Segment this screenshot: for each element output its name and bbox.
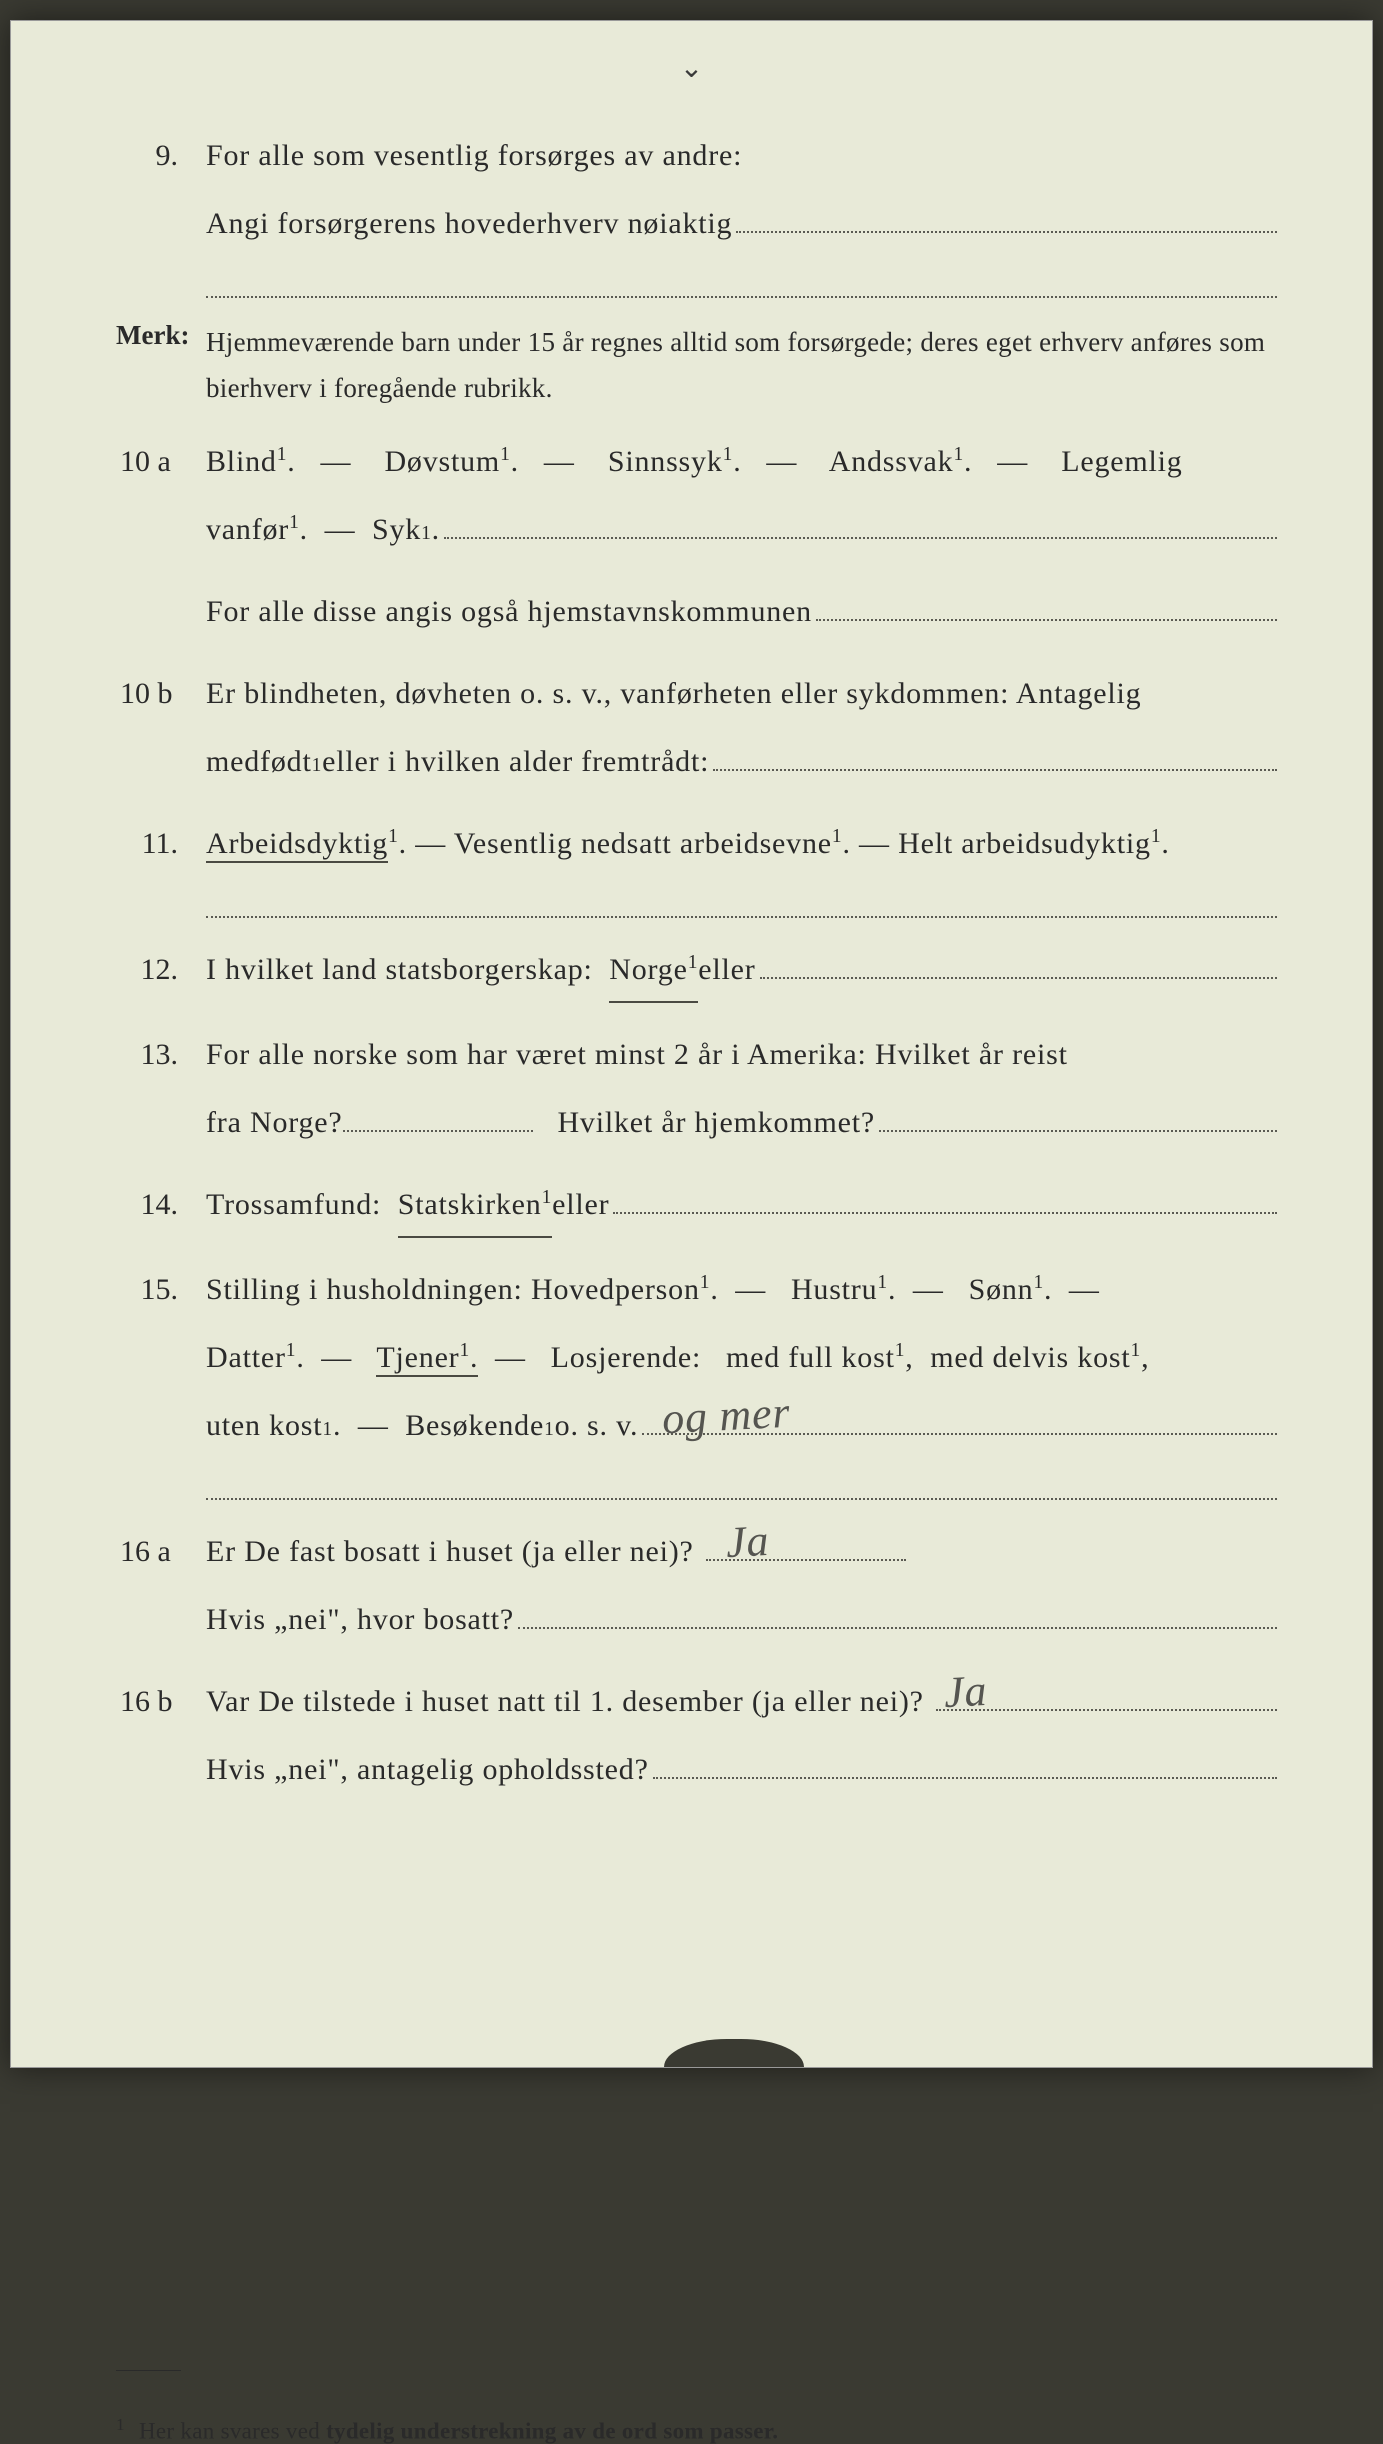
q9-blank bbox=[736, 200, 1277, 233]
question-10a-line2: vanfør1. — Syk1. bbox=[116, 500, 1277, 560]
q10a-line3-prefix: For alle disse angis også hjemstavnskomm… bbox=[206, 582, 812, 642]
question-9: 9. For alle som vesentlig forsørges av a… bbox=[116, 126, 1277, 186]
q9-line2-prefix: Angi forsørgerens hovederhverv nøiaktig bbox=[206, 194, 732, 254]
q11-number: 11. bbox=[116, 815, 206, 872]
footnote-rule bbox=[116, 2370, 181, 2371]
q14-number: 14. bbox=[116, 1176, 206, 1233]
q15-handwritten: og mer bbox=[660, 1368, 793, 1463]
question-16a-sub: Hvis „nei", hvor bosatt? bbox=[116, 1590, 1277, 1650]
question-10a-line3: For alle disse angis også hjemstavnskomm… bbox=[116, 582, 1277, 642]
question-10b: 10 b Er blindheten, døvheten o. s. v., v… bbox=[116, 664, 1277, 724]
q10b-blank bbox=[713, 738, 1277, 771]
q13-blank1 bbox=[343, 1130, 533, 1132]
q16b-sub-blank bbox=[653, 1746, 1277, 1779]
document-page: ⌄ 9. For alle som vesentlig forsørges av… bbox=[10, 20, 1373, 2068]
question-15-line3: uten kost1. — Besøkende1 o. s. v. og mer bbox=[116, 1396, 1277, 1456]
q11-opt1-selected: Arbeidsdyktig bbox=[206, 827, 388, 863]
merk-label: Merk: bbox=[116, 320, 206, 351]
question-13: 13. For alle norske som har været minst … bbox=[116, 1025, 1277, 1085]
question-14: 14. Trossamfund: Statskirken1 eller bbox=[116, 1175, 1277, 1238]
question-16b-sub: Hvis „nei", antagelig opholdssted? bbox=[116, 1740, 1277, 1800]
top-staple-mark: ⌄ bbox=[680, 51, 703, 85]
q10b-number: 10 b bbox=[116, 665, 206, 722]
q9-blank-line bbox=[206, 270, 1277, 298]
page-torn-edge bbox=[664, 2039, 804, 2067]
question-10b-line2: medfødt1 eller i hvilken alder fremtrådt… bbox=[116, 732, 1277, 792]
q16b-answer: Ja bbox=[942, 1647, 990, 1737]
q10b-line1: Er blindheten, døvheten o. s. v., vanfør… bbox=[206, 664, 1277, 724]
merk-note: Merk: Hjemmeværende barn under 15 år reg… bbox=[116, 320, 1277, 412]
question-12: 12. I hvilket land statsborgerskap: Norg… bbox=[116, 940, 1277, 1003]
merk-text: Hjemmeværende barn under 15 år regnes al… bbox=[206, 320, 1277, 412]
question-16b: 16 b Var De tilstede i huset natt til 1.… bbox=[116, 1672, 1277, 1732]
q12-blank bbox=[760, 946, 1277, 979]
question-9-line2: Angi forsørgerens hovederhverv nøiaktig bbox=[116, 194, 1277, 254]
q16b-answer-blank: Ja bbox=[936, 1678, 1277, 1711]
q15-blank: og mer bbox=[642, 1402, 1277, 1435]
q10a-options: Blind1. — Døvstum1. — Sinnssyk1. — Andss… bbox=[206, 432, 1277, 492]
q16a-sub-blank bbox=[518, 1596, 1277, 1629]
q10a-blank bbox=[444, 506, 1277, 539]
question-15: 15. Stilling i husholdningen: Hovedperso… bbox=[116, 1260, 1277, 1320]
q13-number: 13. bbox=[116, 1026, 206, 1083]
q16a-answer-blank: Ja bbox=[706, 1528, 906, 1561]
q10a-number: 10 a bbox=[116, 433, 206, 490]
q13-blank2 bbox=[879, 1099, 1277, 1132]
q15-tjener-selected: Tjener1. bbox=[376, 1341, 478, 1377]
q13-line1: For alle norske som har været minst 2 år… bbox=[206, 1025, 1277, 1085]
q16a-answer: Ja bbox=[724, 1497, 772, 1587]
q12-opt-selected: Norge1 bbox=[609, 940, 698, 1003]
q11-blank-line bbox=[206, 890, 1277, 918]
question-16a: 16 a Er De fast bosatt i huset (ja eller… bbox=[116, 1522, 1277, 1582]
question-13-line2: fra Norge? Hvilket år hjemkommet? bbox=[116, 1093, 1277, 1153]
q9-line1: For alle som vesentlig forsørges av andr… bbox=[206, 126, 1277, 186]
q12-number: 12. bbox=[116, 941, 206, 998]
q16a-number: 16 a bbox=[116, 1523, 206, 1580]
q15-number: 15. bbox=[116, 1261, 206, 1318]
q10a-blank2 bbox=[816, 588, 1277, 621]
q16b-number: 16 b bbox=[116, 1673, 206, 1730]
footnote: 1 Her kan svares ved tydelig understrekn… bbox=[116, 2401, 1277, 2444]
q11-options: Arbeidsdyktig1. — Vesentlig nedsatt arbe… bbox=[206, 814, 1277, 874]
question-10a: 10 a Blind1. — Døvstum1. — Sinnssyk1. — … bbox=[116, 432, 1277, 492]
q15-blank-line bbox=[206, 1472, 1277, 1500]
q9-number: 9. bbox=[116, 127, 206, 184]
q14-blank bbox=[613, 1181, 1277, 1214]
q14-opt-selected: Statskirken1 bbox=[398, 1175, 552, 1238]
q15-line1: Stilling i husholdningen: Hovedperson1. … bbox=[206, 1260, 1277, 1320]
question-11: 11. Arbeidsdyktig1. — Vesentlig nedsatt … bbox=[116, 814, 1277, 874]
